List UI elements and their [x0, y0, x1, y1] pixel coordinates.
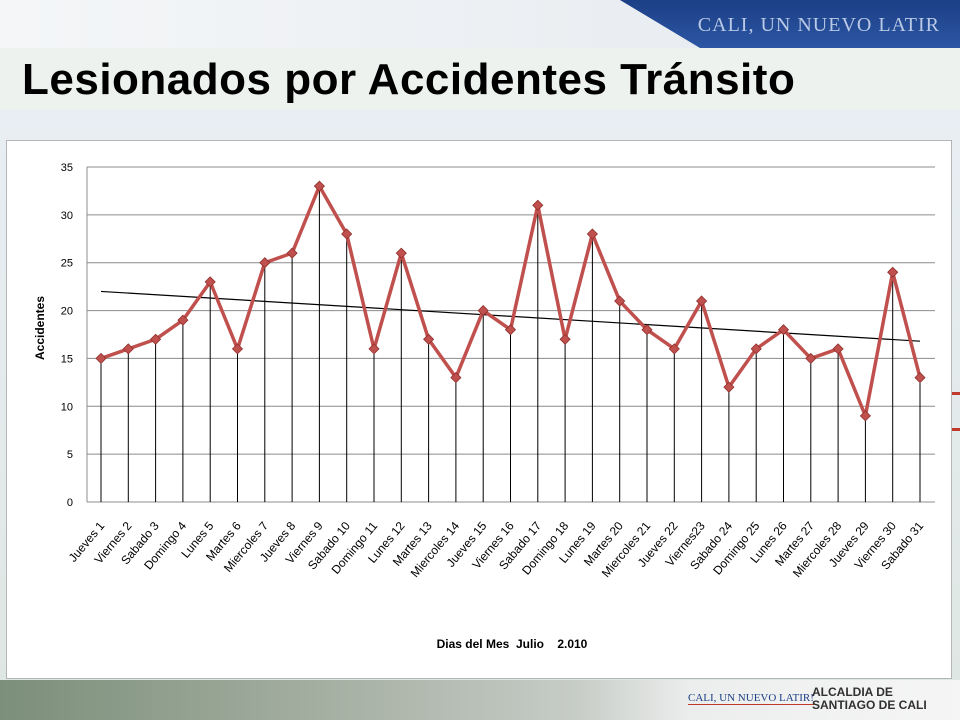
- footer-logo-line2: SANTIAGO DE CALI: [812, 698, 927, 712]
- chart-frame: 0 5 10 15 20 25 30 35 Jueves 1 Viernes 2 Sabado 3…: [6, 140, 952, 679]
- data-point: [231, 343, 244, 355]
- data-point: [204, 276, 216, 288]
- y-axis-label: Accidentes: [33, 296, 47, 360]
- data-point: [750, 343, 762, 355]
- drop-lines: [100, 186, 921, 502]
- data-point: [122, 343, 134, 355]
- data-point: [641, 324, 653, 336]
- y-tick-label: 20: [61, 306, 73, 318]
- data-point: [177, 314, 189, 326]
- y-tick-label: 30: [61, 210, 73, 222]
- data-point: [286, 247, 298, 259]
- data-point: [914, 372, 926, 384]
- data-point: [614, 295, 626, 307]
- data-point: [504, 324, 517, 336]
- data-point: [723, 381, 735, 393]
- data-point: [532, 199, 544, 211]
- data-point: [450, 372, 462, 384]
- data-point: [477, 305, 489, 317]
- data-point: [859, 410, 871, 422]
- footer-logo-line1: ALCALDIA DE: [812, 685, 893, 699]
- footer-band: [0, 680, 960, 720]
- series-markers: [95, 180, 926, 422]
- data-point: [150, 333, 162, 345]
- data-point: [423, 333, 435, 345]
- y-tick-label: 0: [67, 497, 73, 509]
- data-point: [777, 324, 790, 336]
- header-logo: CALI, UN NUEVO LATIR: [697, 14, 940, 36]
- data-point: [668, 343, 680, 355]
- y-tick-label: 35: [61, 162, 73, 174]
- edge-marker-2: [952, 428, 960, 431]
- y-tick-label: 5: [67, 449, 73, 461]
- header-wedge: [0, 0, 700, 48]
- y-tick-label: 25: [61, 258, 73, 270]
- slide-title: Lesionados por Accidentes Tránsito: [22, 55, 796, 104]
- data-point: [341, 228, 353, 240]
- data-point: [395, 247, 407, 259]
- footer-logo-right: ALCALDIA DE SANTIAGO DE CALI: [812, 686, 927, 712]
- data-point: [696, 295, 708, 307]
- data-point: [368, 343, 380, 355]
- y-tick-label: 15: [61, 353, 73, 365]
- data-point: [313, 180, 325, 192]
- y-tick-label: 10: [61, 401, 73, 413]
- data-point: [586, 228, 598, 240]
- data-point: [559, 333, 571, 345]
- data-point: [259, 257, 271, 269]
- footer-logo-left: CALI, UN NUEVO LATIR!: [688, 692, 814, 705]
- x-axis-label: Dias del Mes Julio 2.010: [437, 637, 588, 651]
- data-point: [832, 343, 844, 355]
- data-point: [805, 352, 817, 364]
- data-point: [887, 266, 899, 278]
- y-tick-labels: 0 5 10 15 20 25 30 35: [61, 162, 73, 509]
- edge-marker-1: [952, 392, 960, 395]
- data-point: [95, 352, 107, 364]
